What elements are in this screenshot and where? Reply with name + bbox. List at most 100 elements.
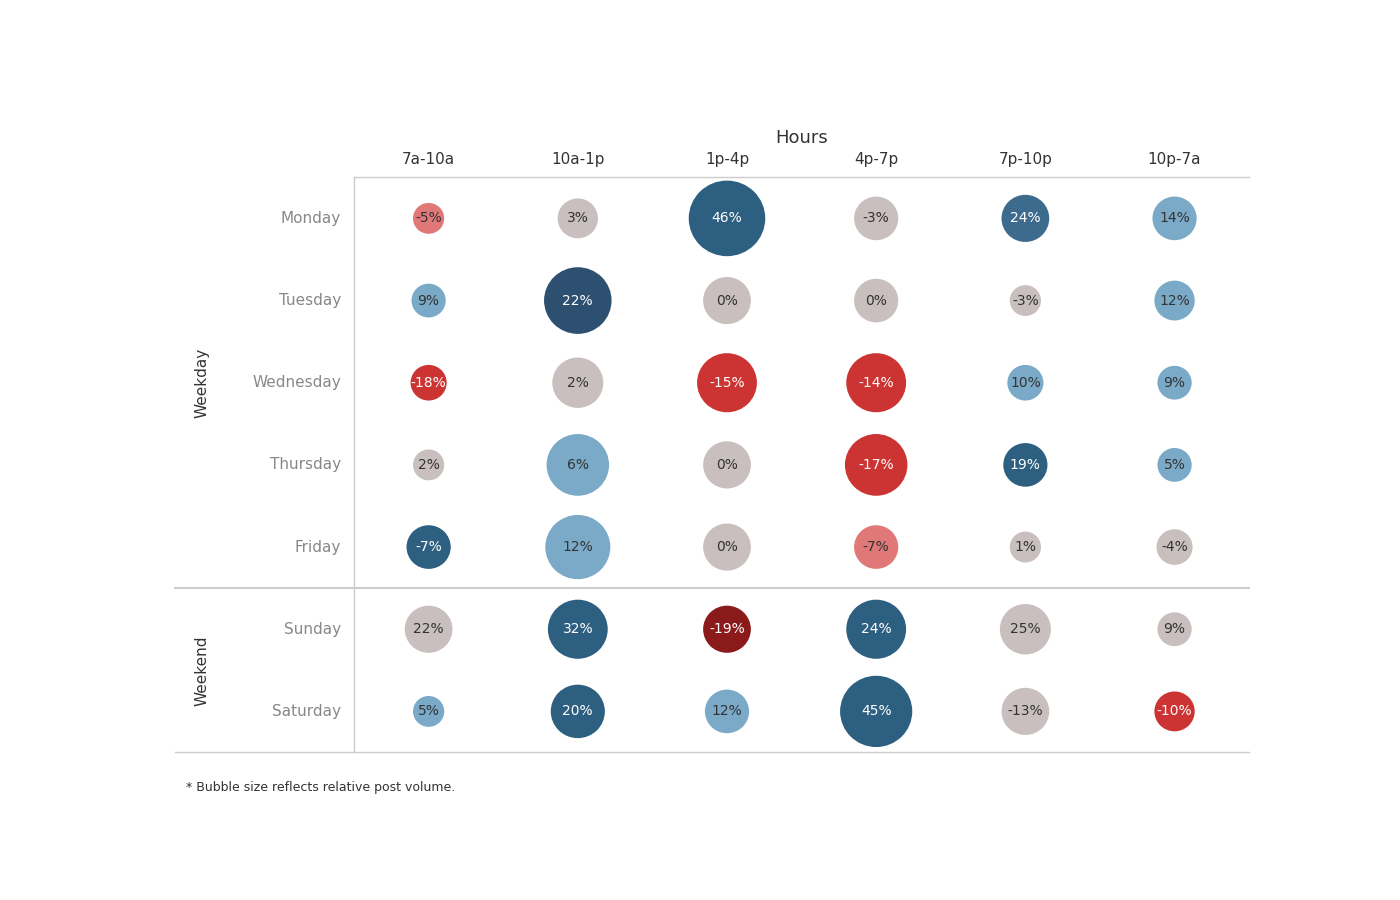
Text: 9%: 9% xyxy=(1163,375,1186,390)
Ellipse shape xyxy=(846,599,906,659)
Text: 12%: 12% xyxy=(1159,293,1190,308)
Text: Weekend: Weekend xyxy=(195,635,210,706)
Text: 3%: 3% xyxy=(567,212,589,225)
Text: -15%: -15% xyxy=(710,375,745,390)
Text: Sunday: Sunday xyxy=(284,622,342,636)
Text: 12%: 12% xyxy=(711,705,742,718)
Text: 5%: 5% xyxy=(417,705,440,718)
Text: 24%: 24% xyxy=(861,622,892,636)
Text: 25%: 25% xyxy=(1009,622,1040,636)
Text: 2%: 2% xyxy=(567,375,589,390)
Text: Thursday: Thursday xyxy=(270,457,342,472)
Text: 22%: 22% xyxy=(413,622,444,636)
Ellipse shape xyxy=(1156,529,1193,565)
Text: -18%: -18% xyxy=(410,375,447,390)
Ellipse shape xyxy=(689,181,766,256)
Ellipse shape xyxy=(546,434,609,496)
Ellipse shape xyxy=(854,196,899,240)
Text: -19%: -19% xyxy=(710,622,745,636)
Ellipse shape xyxy=(703,441,750,489)
Ellipse shape xyxy=(1158,448,1191,482)
Text: 7a-10a: 7a-10a xyxy=(402,152,455,166)
Text: 2%: 2% xyxy=(417,458,440,472)
Text: Tuesday: Tuesday xyxy=(279,293,342,308)
Text: 20%: 20% xyxy=(563,705,594,718)
Text: 0%: 0% xyxy=(715,293,738,308)
Text: 32%: 32% xyxy=(563,622,594,636)
Ellipse shape xyxy=(413,449,444,481)
Ellipse shape xyxy=(545,515,610,580)
Text: 24%: 24% xyxy=(1009,212,1040,225)
Ellipse shape xyxy=(547,599,608,659)
Ellipse shape xyxy=(704,689,749,733)
Ellipse shape xyxy=(703,277,750,324)
Text: -14%: -14% xyxy=(858,375,895,390)
Text: 5%: 5% xyxy=(1163,458,1186,472)
Text: 10p-7a: 10p-7a xyxy=(1148,152,1201,166)
Text: Saturday: Saturday xyxy=(272,704,342,719)
Ellipse shape xyxy=(1001,194,1049,242)
Text: -7%: -7% xyxy=(862,540,889,554)
Text: Wednesday: Wednesday xyxy=(252,375,342,391)
Ellipse shape xyxy=(846,353,906,412)
Text: Weekday: Weekday xyxy=(195,347,210,418)
Text: Monday: Monday xyxy=(281,211,342,226)
Ellipse shape xyxy=(1009,285,1042,316)
Text: -3%: -3% xyxy=(862,212,889,225)
Text: Hours: Hours xyxy=(776,129,827,147)
Ellipse shape xyxy=(854,526,899,569)
Ellipse shape xyxy=(854,279,899,322)
Ellipse shape xyxy=(1009,532,1042,562)
Ellipse shape xyxy=(1152,196,1197,240)
Ellipse shape xyxy=(1000,604,1051,654)
Text: 12%: 12% xyxy=(563,540,594,554)
Text: 4p-7p: 4p-7p xyxy=(854,152,899,166)
Text: -3%: -3% xyxy=(1012,293,1039,308)
Text: 22%: 22% xyxy=(563,293,594,308)
Text: 9%: 9% xyxy=(1163,622,1186,636)
Text: -17%: -17% xyxy=(858,458,895,472)
Text: 9%: 9% xyxy=(417,293,440,308)
Text: 6%: 6% xyxy=(567,458,589,472)
Ellipse shape xyxy=(550,685,605,738)
Ellipse shape xyxy=(1001,688,1049,735)
Text: 14%: 14% xyxy=(1159,212,1190,225)
Ellipse shape xyxy=(545,267,612,334)
Ellipse shape xyxy=(703,606,750,652)
Ellipse shape xyxy=(410,364,447,400)
Ellipse shape xyxy=(552,357,603,408)
Text: Friday: Friday xyxy=(294,540,342,554)
Ellipse shape xyxy=(840,676,913,747)
Text: 0%: 0% xyxy=(865,293,888,308)
Text: -10%: -10% xyxy=(1156,705,1193,718)
Text: 10%: 10% xyxy=(1009,375,1040,390)
Ellipse shape xyxy=(1155,281,1194,320)
Ellipse shape xyxy=(703,524,750,571)
Ellipse shape xyxy=(846,434,907,496)
Text: -13%: -13% xyxy=(1008,705,1043,718)
Ellipse shape xyxy=(406,526,451,569)
Ellipse shape xyxy=(405,606,452,652)
Ellipse shape xyxy=(1158,612,1191,646)
Text: * Bubble size reflects relative post volume.: * Bubble size reflects relative post vol… xyxy=(186,781,455,794)
Text: 19%: 19% xyxy=(1009,458,1040,472)
Text: -7%: -7% xyxy=(416,540,442,554)
Ellipse shape xyxy=(1004,443,1047,487)
Text: 0%: 0% xyxy=(715,540,738,554)
Ellipse shape xyxy=(413,203,444,234)
Ellipse shape xyxy=(697,353,757,412)
Ellipse shape xyxy=(413,696,444,727)
Text: 1%: 1% xyxy=(1015,540,1036,554)
Text: 7p-10p: 7p-10p xyxy=(998,152,1053,166)
Ellipse shape xyxy=(1008,364,1043,400)
Ellipse shape xyxy=(1155,691,1194,732)
Text: 45%: 45% xyxy=(861,705,892,718)
Ellipse shape xyxy=(412,284,445,318)
Ellipse shape xyxy=(557,199,598,238)
Ellipse shape xyxy=(1158,365,1191,400)
Text: -4%: -4% xyxy=(1161,540,1189,554)
Text: 0%: 0% xyxy=(715,458,738,472)
Text: 10a-1p: 10a-1p xyxy=(552,152,605,166)
Text: 46%: 46% xyxy=(711,212,742,225)
Text: -5%: -5% xyxy=(416,212,442,225)
